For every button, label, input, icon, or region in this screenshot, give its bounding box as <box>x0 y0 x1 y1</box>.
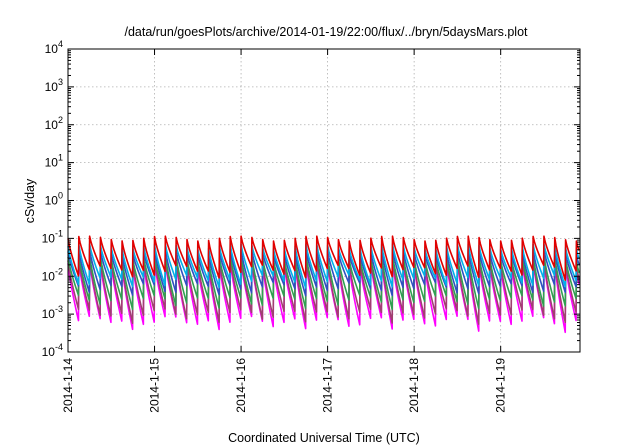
x-tick-label: 2014-1-16 <box>234 358 248 413</box>
y-tick-label: 10-2 <box>42 266 63 283</box>
x-tick-label: 2014-1-19 <box>494 358 508 413</box>
x-tick-label: 2014-1-14 <box>61 358 75 413</box>
y-tick-label: 101 <box>45 153 63 170</box>
y-tick-label: 103 <box>45 77 63 94</box>
y-tick-label: 104 <box>45 39 63 56</box>
series-line <box>67 254 580 311</box>
y-tick-label: 102 <box>45 115 63 132</box>
y-axis-label: cSv/day <box>23 178 37 223</box>
y-tick-label: 10-3 <box>42 304 63 321</box>
x-tick-label: 2014-1-15 <box>148 358 162 413</box>
y-tick-label: 10-4 <box>42 342 63 359</box>
x-tick-label: 2014-1-18 <box>407 358 421 413</box>
series-line <box>67 257 580 325</box>
x-axis-label: Coordinated Universal Time (UTC) <box>228 431 420 445</box>
ticks <box>67 48 580 353</box>
x-tick-label: 2014-1-17 <box>321 358 335 413</box>
series-line <box>67 243 580 289</box>
series-layer <box>67 235 580 334</box>
y-tick-label: 100 <box>45 191 63 208</box>
series-line <box>67 248 580 297</box>
chart-title: /data/run/goesPlots/archive/2014-01-19/2… <box>124 25 528 39</box>
series-line <box>67 235 580 281</box>
y-tick-label: 10-1 <box>42 228 63 245</box>
x-tick-labels: 2014-1-14 2014-1-15 2014-1-16 2014-1-17 2014… <box>61 358 508 413</box>
series-line <box>67 260 580 334</box>
y-tick-labels: 10-4 10-3 10-2 10-1 100 101 102 103 104 <box>42 39 63 359</box>
